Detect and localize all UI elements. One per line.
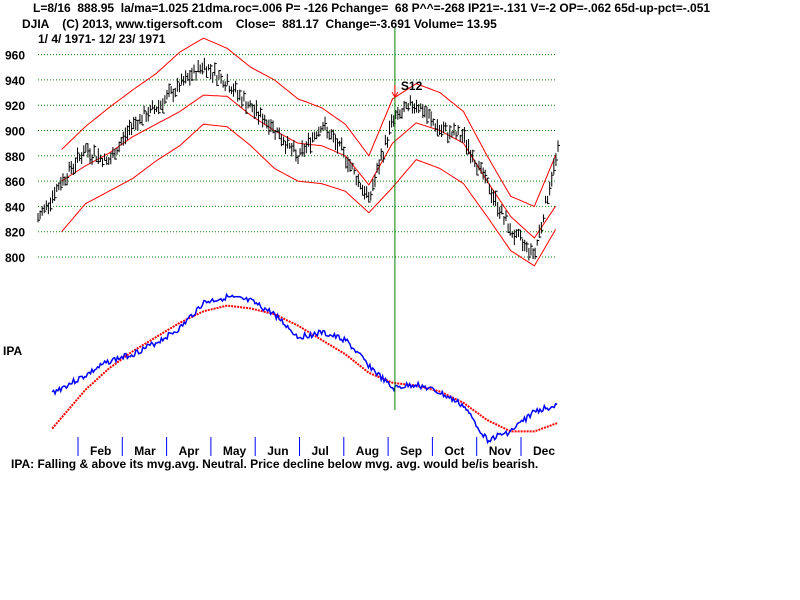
ipa-status-text: IPA: Falling & above its mvg.avg. Neutra… <box>11 457 539 471</box>
month-label: Jun <box>267 444 288 458</box>
y-tick-label: 860 <box>5 175 25 189</box>
upper-band-line <box>61 37 557 208</box>
ipa-panel <box>51 292 558 445</box>
sell-signal: S12 <box>391 28 423 410</box>
price-axis-labels: 960 940 920 900 880 860 840 820 800 <box>5 49 25 265</box>
month-label: Oct <box>444 444 464 458</box>
price-bars <box>37 57 560 261</box>
month-label: Dec <box>533 444 555 458</box>
y-tick-label: 900 <box>5 125 25 139</box>
month-label: Feb <box>90 444 111 458</box>
signal-arrow-icon <box>391 85 399 98</box>
y-tick-label: 820 <box>5 226 25 240</box>
y-tick-label: 960 <box>5 49 25 63</box>
header-stats: L=8/16 888.95 la/ma=1.025 21dma.roc=.006… <box>33 1 711 15</box>
month-label: Nov <box>489 444 512 458</box>
month-label: Aug <box>356 444 379 458</box>
header-date-range: 1/ 4/ 1971- 12/ 23/ 1971 <box>38 32 166 46</box>
lower-band-line <box>61 123 557 267</box>
month-label: Sep <box>400 444 422 458</box>
ipa-moving-average <box>51 304 558 433</box>
ipa-label: IPA <box>3 344 22 358</box>
month-label: Mar <box>134 444 156 458</box>
month-label: Apr <box>179 444 200 458</box>
month-label: May <box>223 444 247 458</box>
ipa-line <box>51 292 558 445</box>
price-grid <box>38 54 555 258</box>
signal-label: S12 <box>401 79 423 93</box>
y-tick-label: 880 <box>5 150 25 164</box>
y-tick-label: 920 <box>5 99 25 113</box>
header-index-info: DJIA (C) 2013, www.tigersoft.com Close= … <box>22 17 497 31</box>
y-tick-label: 800 <box>5 251 25 265</box>
month-label: Jul <box>312 444 329 458</box>
month-axis: Feb Mar Apr May Jun Jul Aug Sep Oct Nov Dec <box>77 437 555 458</box>
y-tick-label: 840 <box>5 200 25 214</box>
y-tick-label: 940 <box>5 74 25 88</box>
